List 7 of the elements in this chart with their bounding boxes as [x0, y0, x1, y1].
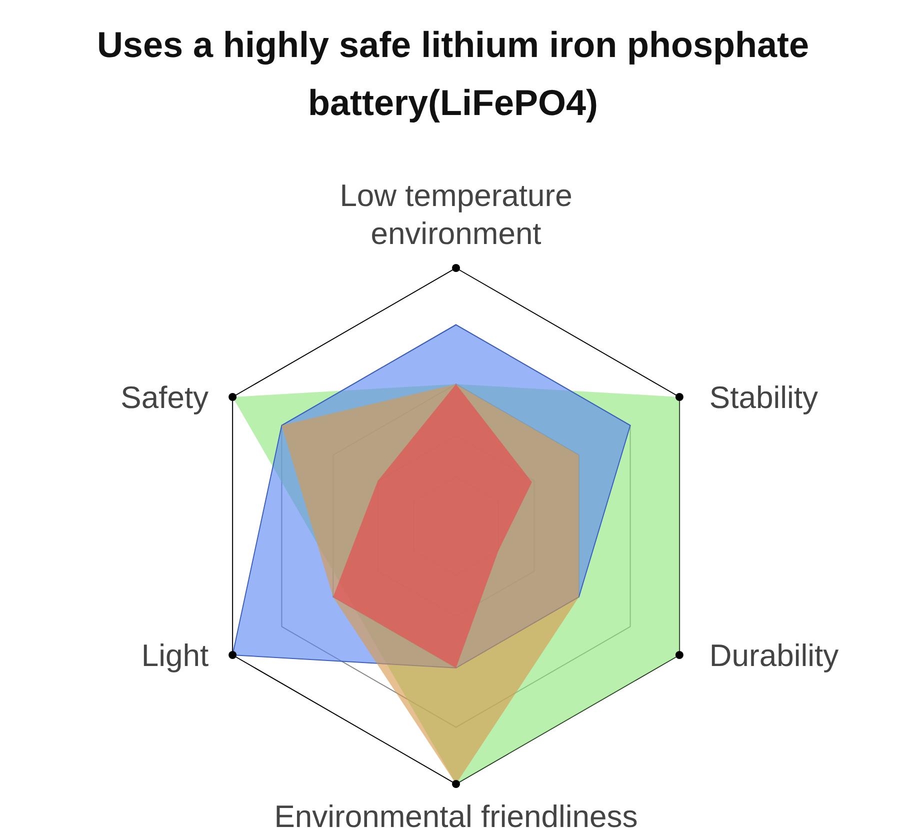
- chart-title: Uses a highly safe lithium iron phosphate battery(LiFePO4): [96, 23, 810, 125]
- spoke-label: Light: [141, 638, 209, 672]
- spoke-label: Low temperature environment: [340, 178, 572, 250]
- spoke-label: Environmental friendliness: [274, 798, 638, 832]
- spoke-label: Safety: [120, 380, 210, 414]
- spoke-label: Durability: [709, 638, 840, 672]
- spoke-label: Stability: [709, 380, 818, 414]
